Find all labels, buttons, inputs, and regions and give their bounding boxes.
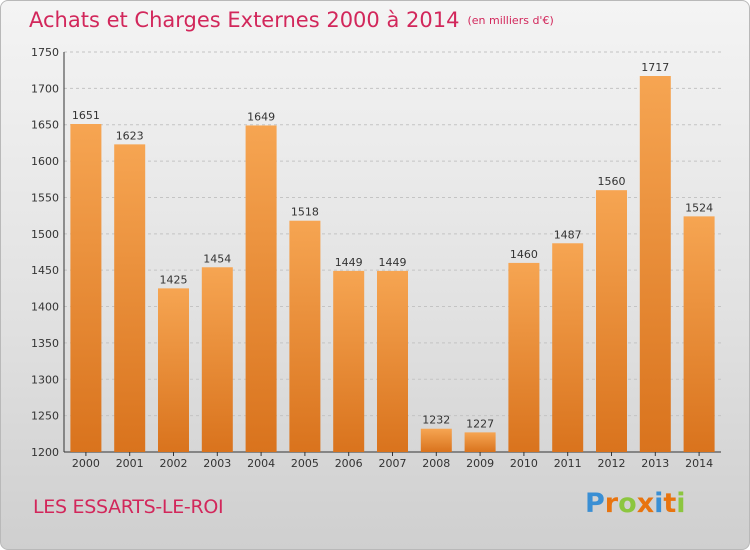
bar — [245, 125, 277, 453]
chart-unit: (en milliers d'€) — [467, 14, 554, 27]
commune-name: LES ESSARTS-LE-ROI — [33, 496, 224, 518]
bar — [201, 267, 233, 452]
x-tick-label: 2005 — [291, 457, 319, 470]
y-tick-label: 1550 — [31, 191, 59, 204]
bar-value-label: 1425 — [160, 273, 188, 286]
bar — [508, 262, 540, 452]
x-tick-label: 2002 — [160, 457, 188, 470]
x-tick-label: 2013 — [641, 457, 669, 470]
x-tick-label: 2011 — [554, 457, 582, 470]
bar — [333, 270, 365, 452]
logo-letter: r — [604, 488, 619, 519]
x-tick-label: 2006 — [335, 457, 363, 470]
bar — [158, 288, 189, 452]
bar-value-label: 1518 — [291, 206, 319, 219]
bar — [114, 144, 146, 452]
logo-letter: t — [663, 488, 677, 519]
chart-title-text: Achats et Charges Externes 2000 à 2014 — [29, 8, 460, 32]
bar-value-label: 1449 — [335, 256, 363, 269]
y-tick-label: 1450 — [31, 264, 59, 277]
x-tick-label: 2003 — [203, 457, 231, 470]
bar — [420, 428, 452, 452]
bar — [552, 243, 584, 452]
y-tick-label: 1700 — [31, 82, 59, 95]
chart-title: Achats et Charges Externes 2000 à 2014 (e… — [29, 8, 554, 32]
y-tick-label: 1600 — [31, 155, 59, 168]
y-tick-label: 1300 — [31, 373, 59, 386]
bar — [639, 76, 671, 452]
logo-letter: x — [636, 488, 655, 519]
bar-value-label: 1651 — [72, 109, 100, 122]
x-tick-label: 2012 — [598, 457, 626, 470]
y-tick-label: 1200 — [31, 446, 59, 459]
bar — [683, 216, 715, 452]
x-tick-label: 2010 — [510, 457, 538, 470]
logo-letter: o — [618, 488, 637, 519]
bar-value-label: 1487 — [554, 228, 582, 241]
bar-value-label: 1560 — [598, 175, 626, 188]
y-tick-label: 1400 — [31, 301, 59, 314]
bar — [70, 124, 102, 452]
logo-letter: i — [676, 488, 686, 519]
y-tick-label: 1650 — [31, 119, 59, 132]
logo-letter: i — [654, 488, 664, 519]
bar-value-label: 1227 — [466, 417, 494, 430]
bar-value-label: 1232 — [422, 414, 450, 427]
bar — [596, 190, 627, 452]
bar-value-label: 1623 — [116, 129, 144, 142]
x-tick-label: 2009 — [466, 457, 494, 470]
bar-value-label: 1717 — [641, 61, 669, 74]
x-tick-label: 2004 — [247, 457, 275, 470]
proxiti-logo: Proxiti — [585, 488, 686, 519]
y-tick-label: 1350 — [31, 337, 59, 350]
bar — [377, 270, 408, 452]
bar — [289, 220, 321, 452]
bar-value-label: 1524 — [685, 201, 713, 214]
bar-value-label: 1460 — [510, 248, 538, 261]
y-tick-label: 1250 — [31, 410, 59, 423]
bar-value-label: 1454 — [203, 252, 231, 265]
x-tick-label: 2014 — [685, 457, 713, 470]
bar-value-label: 1649 — [247, 110, 275, 123]
bar-value-label: 1449 — [379, 256, 407, 269]
x-tick-label: 2001 — [116, 457, 144, 470]
bar — [464, 432, 496, 452]
logo-letter: P — [585, 488, 605, 519]
x-tick-label: 2008 — [422, 457, 450, 470]
x-tick-label: 2007 — [379, 457, 407, 470]
y-tick-label: 1750 — [31, 46, 59, 59]
y-tick-label: 1500 — [31, 228, 59, 241]
x-tick-label: 2000 — [72, 457, 100, 470]
